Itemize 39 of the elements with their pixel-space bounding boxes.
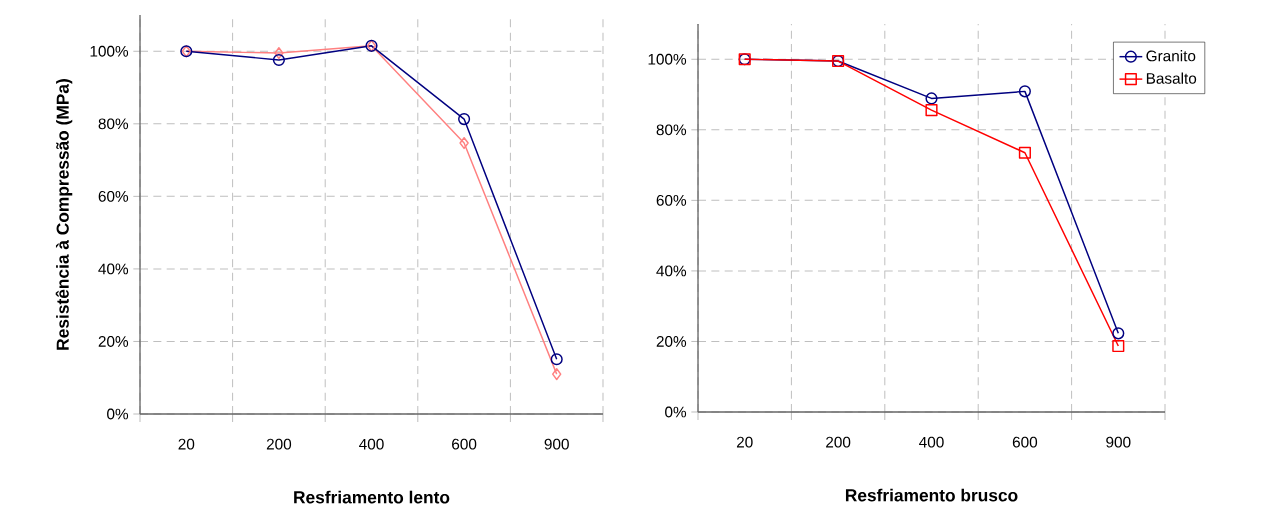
y-tick-label: 80% [98,118,129,130]
x-tick-label: 400 [359,438,384,450]
x-tick-label: 200 [826,436,851,448]
y-tick-label: 20% [656,336,687,347]
point [1018,146,1031,159]
y-tick-label: 60% [656,194,687,206]
y-tick-label: 0% [107,408,129,420]
x-tick-label: 400 [919,436,944,448]
point [550,353,563,366]
x-axis-title: Resfriamento brusco [845,488,1018,502]
y-axis-title: Resistência à Compressão (MPa) [55,79,73,350]
x-axis-title: Resfriamento lento [294,490,450,504]
y-tick-label: 40% [98,263,129,275]
point [459,136,469,150]
y-tick-label: 100% [648,53,687,65]
y-tick-label: 60% [98,190,129,202]
x-tick-label: 200 [266,438,292,450]
point [272,53,285,67]
x-tick-label: 20 [736,436,753,448]
legend-label: Basalto [1146,72,1197,84]
y-tick-label: 80% [656,124,687,136]
point [458,113,471,126]
point [1112,327,1125,340]
point [925,92,938,105]
x-tick-label: 900 [544,438,569,450]
x-tick-label: 600 [1012,436,1038,448]
point [1018,85,1031,98]
legend-label: Granito [1146,50,1196,62]
y-tick-label: 0% [665,406,687,418]
point [1112,339,1125,353]
y-tick-label: 100% [90,45,129,57]
x-tick-label: 600 [452,438,477,450]
x-tick-label: 20 [178,438,195,450]
y-tick-label: 20% [98,336,129,347]
point [925,103,938,117]
point [551,368,562,381]
x-tick-label: 900 [1106,436,1131,448]
point [274,47,284,60]
y-tick-label: 40% [656,265,687,277]
